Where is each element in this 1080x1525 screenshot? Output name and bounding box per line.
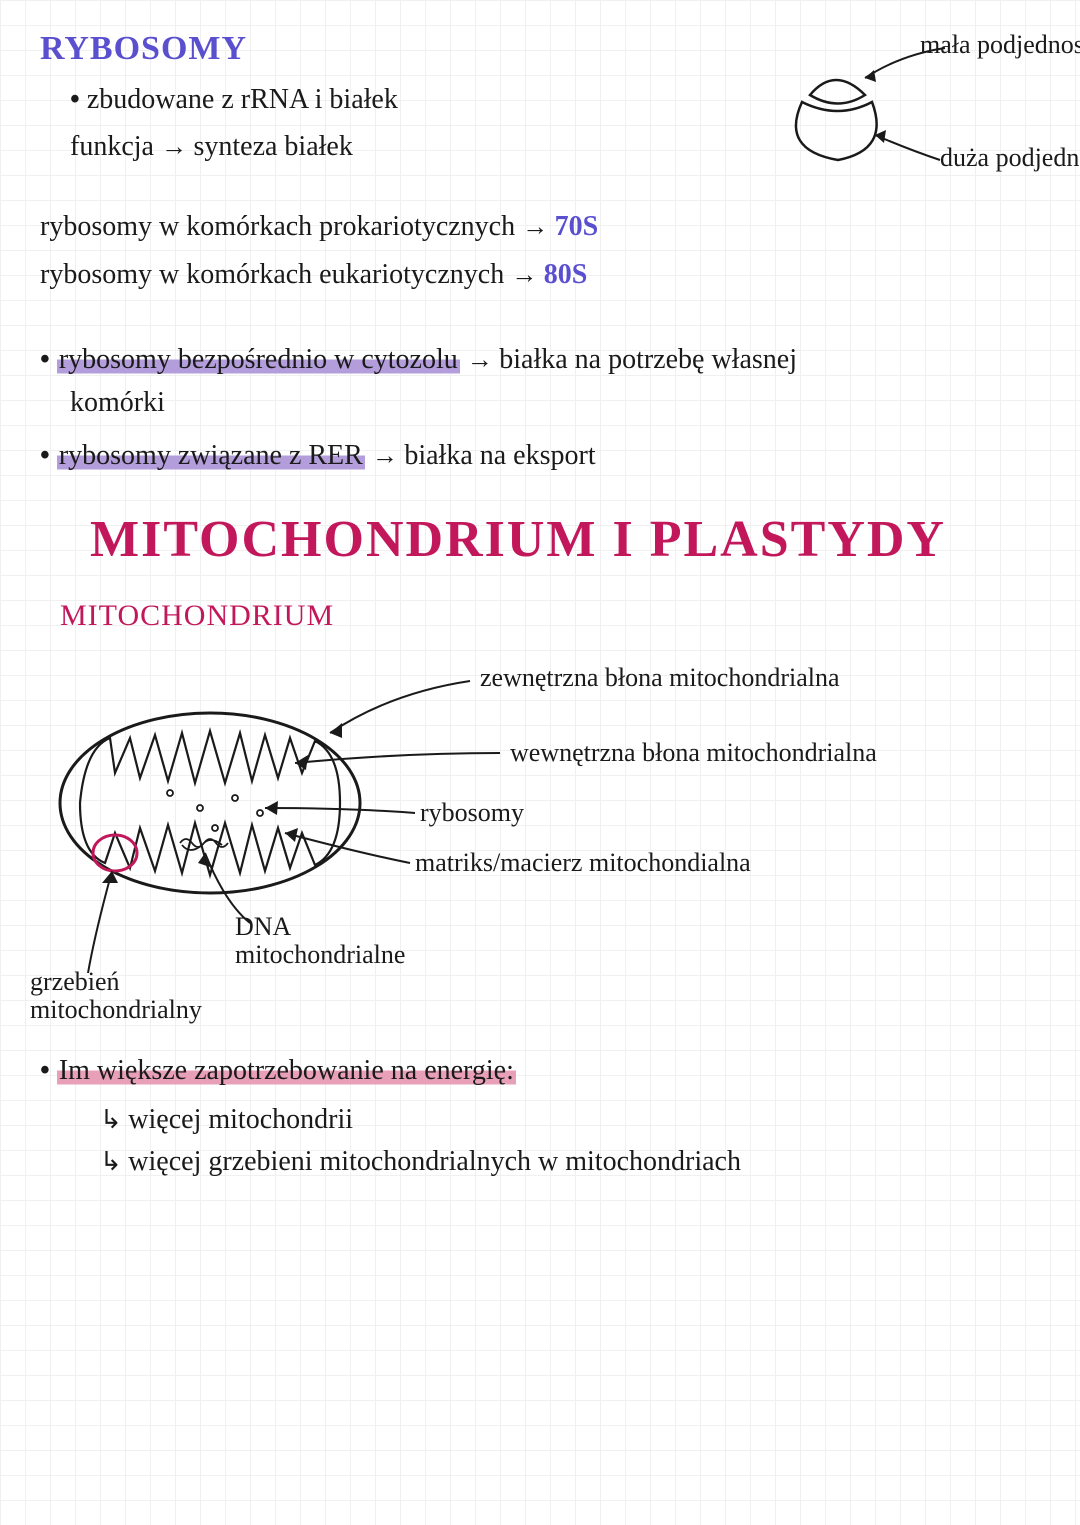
label-outer-membrane: zewnętrzna błona mitochondrialna xyxy=(480,663,840,693)
arrow-icon: → xyxy=(161,132,194,161)
hl-cytozol: rybosomy bezpośrednio w cytozolu xyxy=(57,344,460,375)
ribosome-dot-icon xyxy=(167,790,173,796)
arrow-line-icon xyxy=(875,135,940,160)
ribosome-dot-icon xyxy=(232,795,238,801)
rybo-funkcja-a: funkcja xyxy=(70,131,154,162)
arrow-icon: → xyxy=(467,345,500,374)
ribosome-dot-icon xyxy=(197,805,203,811)
arrow-icon: → xyxy=(372,441,405,470)
rybo-euk-value: 80S xyxy=(544,259,588,290)
cristae-highlight-icon xyxy=(93,835,137,871)
ribo-label-large: duża podjednostka xyxy=(940,145,1080,171)
label-cristae: grzebień mitochondrialny xyxy=(30,968,230,1023)
arrow-line-icon xyxy=(88,871,112,973)
rybo-euk-line: rybosomy w komórkach eukariotycznych → 8… xyxy=(40,255,1040,294)
large-subunit-icon xyxy=(796,102,877,160)
label-ribosomes: rybosomy xyxy=(420,798,524,828)
ribo-label-small: mała podjednostka xyxy=(920,30,1080,60)
arrow-line-icon xyxy=(295,753,500,763)
hl-rer: rybosomy związane z RER xyxy=(57,440,365,471)
inner-membrane-cristae-icon xyxy=(80,731,340,875)
label-dna: DNA mitochondrialne xyxy=(235,913,455,968)
arrow-line-icon xyxy=(330,681,470,733)
hl-cytozol-result: białka na potrzebę własnej xyxy=(499,344,797,375)
rybo-cytozol-cont: komórki xyxy=(70,383,1040,422)
ribosome-diagram: mała podjednostka duża podjednostka xyxy=(770,40,1050,220)
mito-svg xyxy=(40,653,1040,1013)
label-inner-membrane: wewnętrzna błona mitochondrialna xyxy=(510,738,877,768)
arrow-icon: → xyxy=(511,260,544,289)
energy-sub-1: więcej mitochondrii xyxy=(100,1099,1040,1141)
small-subunit-icon xyxy=(810,80,865,104)
ribosome-svg xyxy=(770,40,1050,220)
heading-mitochondrium: MITOCHONDRIUM xyxy=(60,599,1040,633)
rybo-funkcja-b: synteza białek xyxy=(193,131,352,162)
rybo-prok-text: rybosomy w komórkach prokariotycznych xyxy=(40,211,515,242)
arrowhead-icon xyxy=(285,828,298,842)
energy-sub-2: więcej grzebieni mitochondrialnych w mit… xyxy=(100,1141,1040,1183)
ribosome-dot-icon xyxy=(257,810,263,816)
rybo-prok-value: 70S xyxy=(555,211,599,242)
mitochondrium-diagram: zewnętrzna błona mitochondrialna wewnętr… xyxy=(40,653,1040,1013)
energy-heading-line: Im większe zapotrzebowanie na energię: xyxy=(40,1051,1040,1090)
arrowhead-icon xyxy=(330,723,342,738)
label-matrix: matriks/macierz mitochondialna xyxy=(415,848,751,878)
arrowhead-icon xyxy=(265,801,278,815)
ribosome-dot-icon xyxy=(212,825,218,831)
energy-heading: Im większe zapotrzebowanie na energię: xyxy=(57,1055,516,1086)
ribo-label-large-text: duża podjednostka xyxy=(940,143,1080,172)
rybo-cytozol-line: rybosomy bezpośrednio w cytozolu → białk… xyxy=(40,340,1040,379)
rybo-euk-text: rybosomy w komórkach eukariotycznych xyxy=(40,259,504,290)
rybo-rer-line: rybosomy związane z RER → białka na eksp… xyxy=(40,436,1040,475)
hl-rer-result: białka na eksport xyxy=(404,440,595,471)
arrow-icon: → xyxy=(522,212,555,241)
heading-main: MITOCHONDRIUM I PLASTYDY xyxy=(90,510,1040,569)
